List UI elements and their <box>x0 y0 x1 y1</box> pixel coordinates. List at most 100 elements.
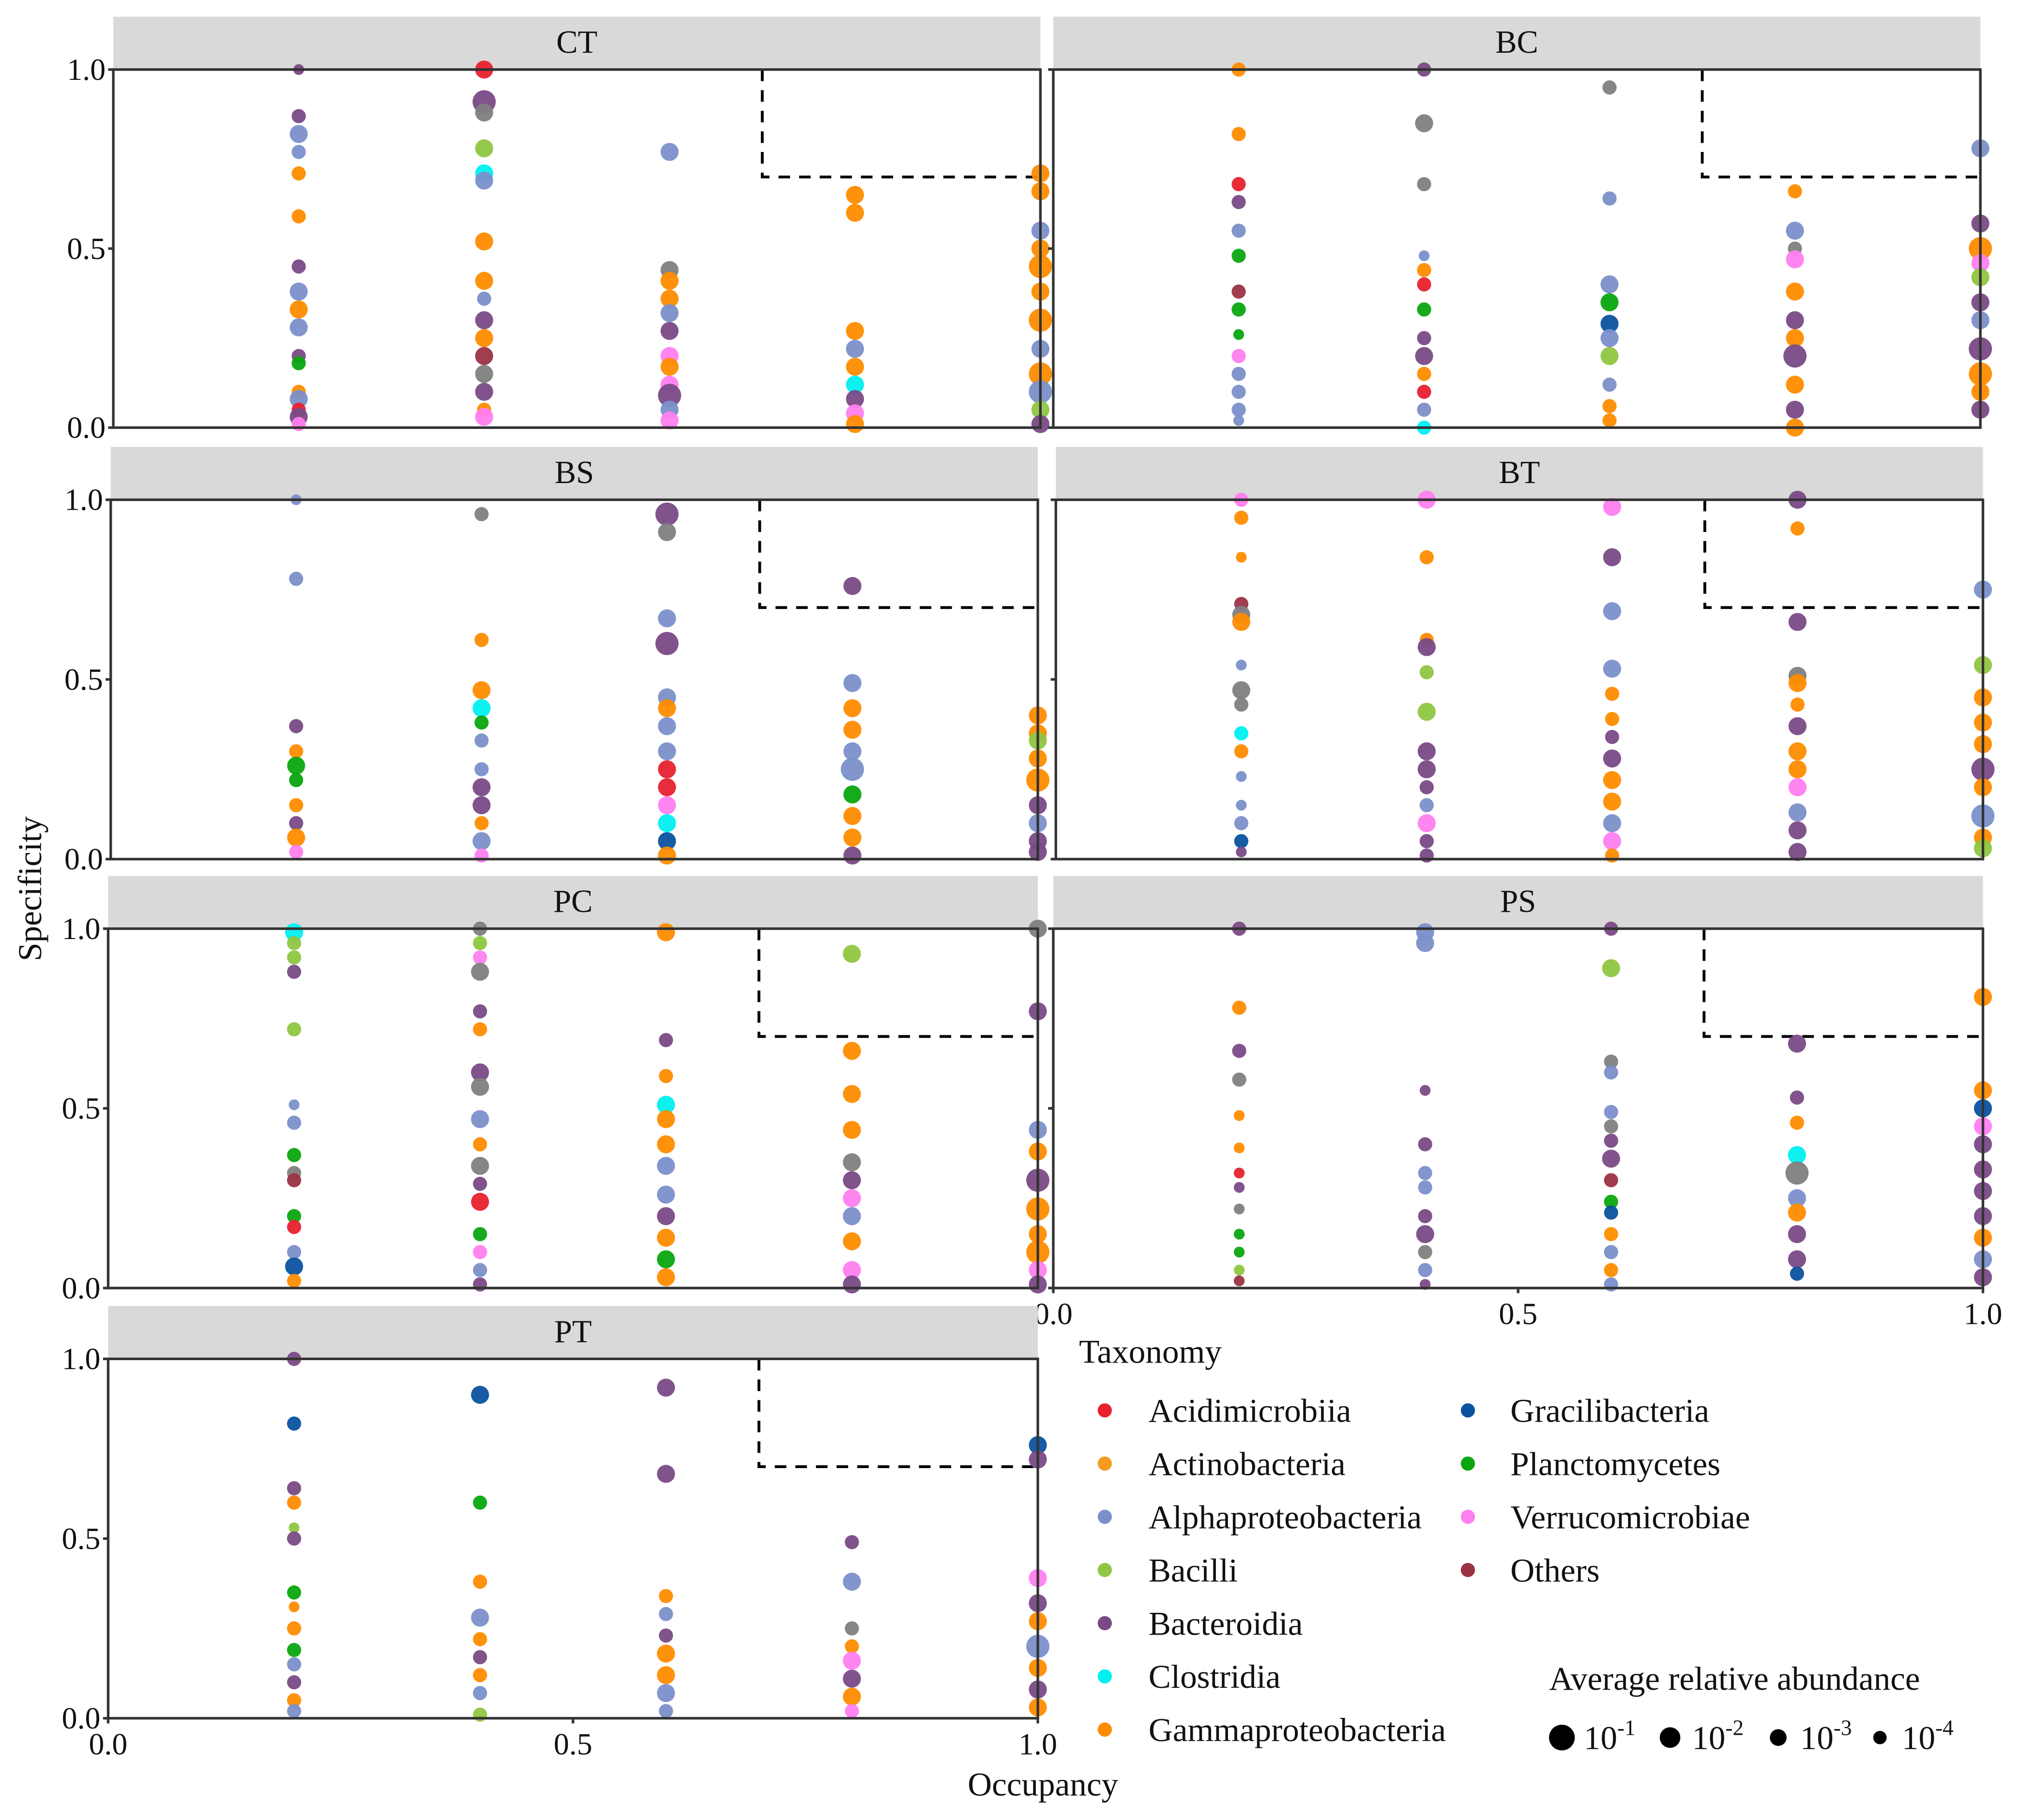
data-point <box>1788 1034 1806 1053</box>
panel-pt: PT 0.00.0 0.5 0.5 1.0 1.0 <box>62 1306 1057 1761</box>
legend-item: Bacilli <box>1097 1551 1238 1589</box>
data-point <box>846 390 864 408</box>
threshold-line <box>760 69 1041 179</box>
data-point <box>473 1245 487 1259</box>
data-point <box>1790 1115 1805 1130</box>
data-point <box>846 358 864 376</box>
facet-strip <box>1053 876 1983 929</box>
data-point <box>1419 550 1434 564</box>
data-point <box>845 1621 859 1636</box>
data-point <box>471 1193 489 1211</box>
legend-swatch <box>1097 1509 1112 1524</box>
data-point <box>289 744 304 758</box>
legend-label: Gammaproteobacteria <box>1149 1711 1446 1748</box>
data-point <box>1417 702 1436 721</box>
data-point <box>289 318 308 336</box>
data-point <box>1790 1090 1805 1105</box>
data-point <box>472 778 491 797</box>
data-point <box>659 1589 673 1603</box>
facet-label: CT <box>556 25 597 60</box>
data-point <box>287 1657 302 1672</box>
data-point <box>845 1704 859 1718</box>
data-point <box>1604 1263 1618 1277</box>
x-axis-title: Occupancy <box>968 1765 1118 1803</box>
data-point <box>1231 402 1246 417</box>
legend-label: Actinobacteria <box>1149 1445 1346 1483</box>
data-point <box>473 1668 487 1683</box>
data-point <box>475 139 493 158</box>
data-point <box>658 717 676 735</box>
data-point <box>843 828 862 847</box>
size-swatch <box>1770 1729 1787 1746</box>
data-point <box>289 125 308 143</box>
data-point <box>1788 803 1807 822</box>
data-point <box>1418 1209 1432 1224</box>
size-legend-item: 10-4 <box>1873 1715 1954 1757</box>
data-point <box>473 1575 487 1589</box>
data-point <box>1603 832 1622 850</box>
data-point <box>287 1643 302 1657</box>
size-label-exponent: -4 <box>1935 1715 1954 1740</box>
data-point <box>659 1607 673 1622</box>
data-point <box>1233 1246 1245 1258</box>
data-point <box>843 807 862 825</box>
data-point <box>657 1185 675 1204</box>
data-point <box>1231 302 1246 317</box>
panel-bt: BT <box>1050 447 1995 863</box>
data-point <box>1231 248 1246 263</box>
data-point <box>843 785 862 804</box>
data-point <box>475 171 493 190</box>
data-point <box>659 1628 673 1643</box>
legend-item: Clostridia <box>1097 1658 1281 1695</box>
data-point <box>289 773 304 788</box>
data-point <box>1234 726 1248 741</box>
panel-ps: PS 0.0 0.5 1.0 <box>1034 876 2002 1331</box>
data-point <box>843 1669 861 1688</box>
data-point <box>657 1684 675 1702</box>
data-point <box>287 1585 302 1600</box>
data-point <box>846 203 864 222</box>
data-point <box>1788 184 1802 198</box>
legend-swatch <box>1460 1562 1475 1577</box>
data-point <box>657 1644 675 1663</box>
data-point <box>657 1666 675 1684</box>
data-point <box>843 1042 861 1060</box>
data-point <box>1417 760 1436 778</box>
data-point <box>1416 1225 1434 1244</box>
legend-item: Verrucomicrobiae <box>1460 1499 1750 1536</box>
data-point <box>1417 814 1436 833</box>
data-point <box>1790 1266 1805 1281</box>
data-point <box>291 109 306 123</box>
size-label-exponent: -2 <box>1725 1715 1744 1740</box>
data-point <box>1788 613 1807 631</box>
data-point <box>1419 798 1434 813</box>
legend-item: Actinobacteria <box>1097 1445 1346 1483</box>
data-point <box>474 733 489 748</box>
data-point <box>287 1148 302 1162</box>
data-point <box>843 742 862 760</box>
data-point <box>1788 1203 1806 1222</box>
data-point <box>1415 114 1433 133</box>
legend-item: Others <box>1460 1551 1600 1589</box>
data-point <box>660 289 679 308</box>
data-point <box>657 1250 675 1269</box>
data-point <box>1234 510 1248 525</box>
data-point <box>846 322 864 340</box>
data-point <box>287 965 302 979</box>
data-point <box>1603 548 1622 566</box>
data-point <box>1419 834 1434 849</box>
data-point <box>1232 681 1250 699</box>
facet-label: PT <box>554 1314 592 1350</box>
data-point <box>660 322 679 340</box>
data-point <box>843 1171 861 1189</box>
data-point <box>660 304 679 322</box>
data-point <box>658 609 676 628</box>
data-point <box>1605 848 1620 863</box>
data-point <box>285 1257 304 1276</box>
facet-label: BC <box>1495 25 1538 60</box>
data-point <box>475 232 493 251</box>
data-point <box>1418 1180 1432 1195</box>
data-point <box>475 364 493 383</box>
data-point <box>1233 1168 1245 1179</box>
data-point <box>475 382 493 401</box>
